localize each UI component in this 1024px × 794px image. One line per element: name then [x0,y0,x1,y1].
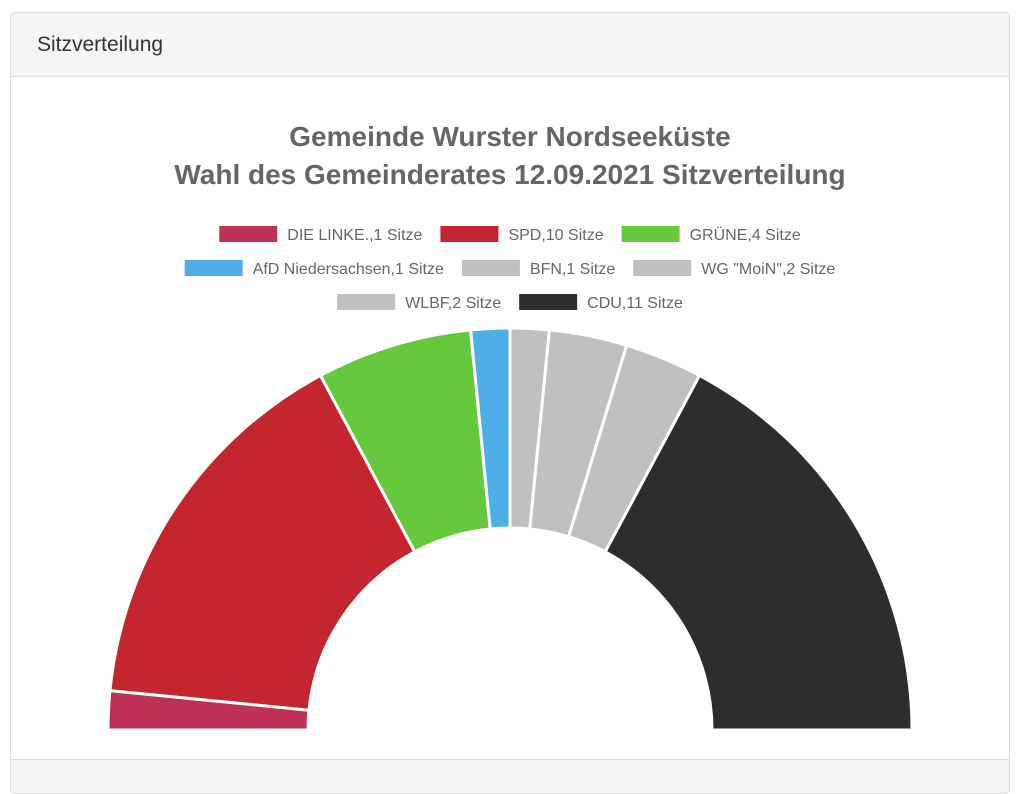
legend-label[interactable]: GRÜNE,4 Sitze [690,226,801,244]
chart-title-line-1: Gemeinde Wurster Nordseeküste [289,121,730,152]
chart-slices [106,326,914,732]
legend-swatch[interactable] [519,294,578,310]
legend-label[interactable]: SPD,10 Sitze [508,227,603,244]
legend-swatch[interactable] [621,226,680,242]
legend-swatch[interactable] [219,226,278,242]
chart-title: Gemeinde Wurster Nordseeküste Wahl des G… [174,121,845,190]
legend-label[interactable]: BFN,1 Sitze [530,261,615,278]
legend-swatch[interactable] [461,260,520,276]
legend-swatch[interactable] [440,226,499,242]
seat-distribution-chart: Gemeinde Wurster Nordseeküste Wahl des G… [106,121,914,732]
legend-swatch[interactable] [184,260,243,276]
legend-label[interactable]: WLBF,2 Sitze [405,295,501,312]
legend-label[interactable]: AfD Niedersachsen,1 Sitze [253,261,444,278]
chart-legend[interactable]: DIE LINKE.,1 Sitze SPD,10 Sitze GRÜNE,4 Si… [184,226,836,312]
chart-title-line-2: Wahl des Gemeinderates 12.09.2021 Sitzve… [174,159,845,190]
legend-swatch[interactable] [337,294,396,310]
legend-swatch[interactable] [633,260,692,276]
legend-label[interactable]: DIE LINKE.,1 Sitze [287,227,422,244]
slice-7[interactable] [603,373,914,732]
slice-1[interactable] [108,373,417,712]
legend-label[interactable]: CDU,11 Sitze [587,295,683,312]
panel-heading: Sitzverteilung [11,13,1009,77]
legend-label[interactable]: WG "MoiN",2 Sitze [701,261,835,278]
